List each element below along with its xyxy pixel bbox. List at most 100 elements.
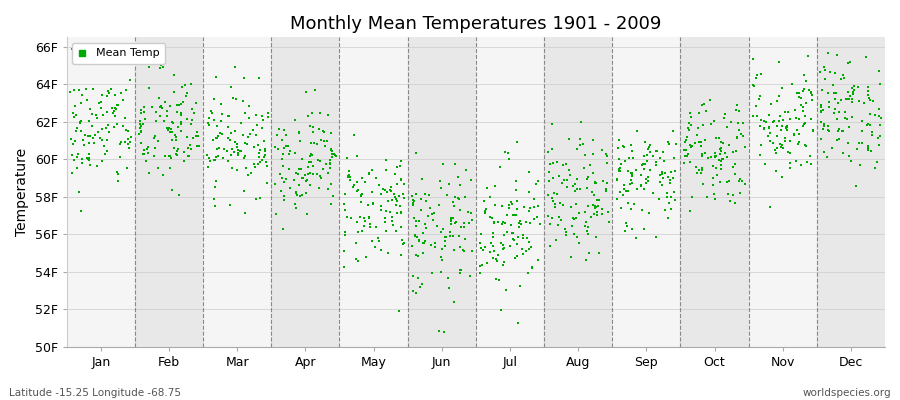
Point bbox=[560, 177, 574, 184]
Point bbox=[861, 147, 876, 153]
Point bbox=[410, 218, 424, 225]
Point bbox=[511, 224, 526, 230]
Point bbox=[251, 75, 266, 81]
Point bbox=[141, 84, 156, 91]
Point bbox=[416, 250, 430, 256]
Point bbox=[122, 139, 137, 146]
Point bbox=[303, 182, 318, 188]
Point bbox=[783, 150, 797, 157]
Point bbox=[324, 130, 338, 136]
Point bbox=[558, 232, 572, 238]
Point bbox=[184, 80, 198, 87]
Point bbox=[343, 177, 357, 184]
Point bbox=[805, 92, 819, 98]
Point bbox=[518, 204, 532, 210]
Point bbox=[68, 112, 83, 118]
Point bbox=[434, 254, 448, 260]
Point bbox=[640, 152, 654, 158]
Point bbox=[664, 194, 679, 201]
Point bbox=[288, 149, 302, 156]
Point bbox=[483, 213, 498, 220]
Point bbox=[312, 158, 327, 164]
Point bbox=[562, 172, 577, 178]
Point bbox=[592, 197, 607, 203]
Point bbox=[464, 177, 478, 183]
Point bbox=[261, 114, 275, 120]
Point bbox=[327, 151, 341, 158]
Point bbox=[104, 86, 118, 92]
Point bbox=[268, 211, 283, 217]
Point bbox=[822, 128, 836, 135]
Point bbox=[509, 198, 524, 204]
Point bbox=[667, 189, 681, 196]
Point bbox=[361, 169, 375, 176]
Point bbox=[543, 243, 557, 250]
Point bbox=[714, 148, 728, 154]
Point bbox=[722, 142, 736, 148]
Point bbox=[814, 104, 828, 110]
Point bbox=[799, 100, 814, 106]
Point bbox=[514, 221, 528, 227]
Point bbox=[861, 94, 876, 101]
Point bbox=[599, 180, 614, 186]
Point bbox=[580, 202, 595, 209]
Point bbox=[78, 132, 93, 138]
Point bbox=[706, 191, 721, 197]
Point bbox=[75, 92, 89, 99]
Point bbox=[496, 242, 510, 248]
Point bbox=[381, 198, 395, 204]
Point bbox=[694, 139, 708, 145]
Point bbox=[478, 244, 492, 250]
Point bbox=[122, 77, 137, 83]
Point bbox=[320, 137, 334, 144]
Point bbox=[485, 215, 500, 222]
Point bbox=[191, 132, 205, 139]
Point bbox=[148, 145, 162, 151]
Point bbox=[618, 188, 633, 195]
Point bbox=[73, 118, 87, 125]
Point bbox=[768, 147, 782, 154]
Point bbox=[65, 170, 79, 176]
Point bbox=[833, 97, 848, 104]
Point bbox=[310, 140, 325, 147]
Point bbox=[247, 160, 261, 167]
Point bbox=[546, 198, 561, 204]
Point bbox=[102, 90, 116, 96]
Point bbox=[516, 235, 530, 241]
Point bbox=[621, 200, 635, 207]
Point bbox=[862, 122, 877, 129]
Point bbox=[324, 146, 338, 152]
Point bbox=[256, 157, 270, 163]
Point bbox=[789, 114, 804, 121]
Point bbox=[230, 152, 245, 158]
Point bbox=[816, 64, 831, 70]
Point bbox=[541, 192, 555, 198]
Point bbox=[307, 140, 321, 146]
Point bbox=[317, 129, 331, 136]
Point bbox=[489, 276, 503, 282]
Point bbox=[814, 136, 828, 142]
Point bbox=[796, 104, 810, 110]
Point bbox=[801, 53, 815, 59]
Point bbox=[624, 142, 638, 148]
Point bbox=[502, 205, 517, 211]
Point bbox=[238, 140, 252, 146]
Point bbox=[91, 128, 105, 135]
Point bbox=[617, 182, 632, 188]
Point bbox=[180, 134, 194, 140]
Point bbox=[455, 247, 470, 253]
Point bbox=[793, 95, 807, 102]
Point bbox=[174, 121, 188, 127]
Point bbox=[691, 139, 706, 145]
Point bbox=[306, 128, 320, 135]
Point bbox=[374, 203, 388, 209]
Point bbox=[338, 229, 352, 236]
Point bbox=[504, 198, 518, 205]
Point bbox=[541, 149, 555, 156]
Point bbox=[393, 176, 408, 183]
Point bbox=[457, 194, 472, 200]
Point bbox=[382, 209, 397, 215]
Point bbox=[776, 144, 790, 151]
Point bbox=[706, 118, 721, 124]
Point bbox=[454, 267, 468, 273]
